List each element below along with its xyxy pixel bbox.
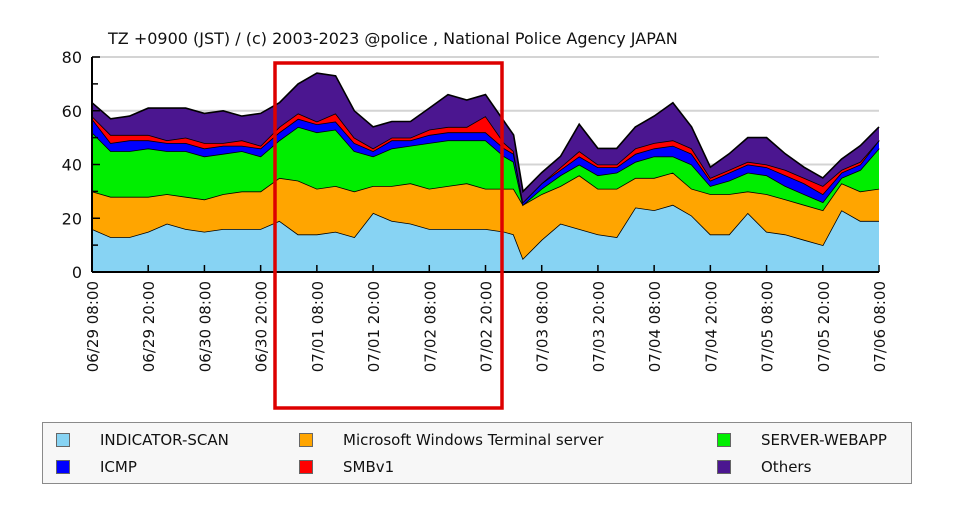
- area-series-4: [92, 113, 879, 203]
- legend-label: Microsoft Windows Terminal server: [343, 431, 604, 449]
- legend-swatch: [299, 460, 313, 474]
- highlight-annotation-box: [273, 61, 504, 410]
- area-series-5: [92, 73, 879, 203]
- legend-label: SMBv1: [343, 458, 395, 476]
- area-outline-2: [91, 126, 880, 207]
- chart-title: TZ +0900 (JST) / (c) 2003-2023 @police ,…: [107, 29, 678, 48]
- x-tick-label: 07/01 20:00: [365, 281, 383, 372]
- legend-item-indicator-scan: INDICATOR-SCAN: [56, 430, 229, 450]
- x-tick-label: 07/03 20:00: [590, 281, 608, 372]
- area-series-1: [92, 172, 879, 259]
- legend-swatch: [299, 433, 313, 447]
- y-tick-label: 60: [62, 102, 82, 121]
- x-tick-label: 07/01 08:00: [309, 281, 327, 372]
- legend-label: INDICATOR-SCAN: [100, 431, 229, 449]
- x-tick-label: 06/30 20:00: [253, 281, 271, 372]
- legend-label: ICMP: [100, 458, 137, 476]
- legend-item-icmp: ICMP: [56, 457, 137, 477]
- legend-label: SERVER-WEBAPP: [761, 431, 887, 449]
- legend-swatch: [56, 460, 70, 474]
- y-tick-label: 20: [62, 209, 82, 228]
- legend-swatch: [717, 433, 731, 447]
- x-tick-label: 07/05 20:00: [815, 281, 833, 372]
- x-tick-label: 06/29 08:00: [84, 281, 102, 372]
- area-outline-4: [91, 112, 880, 204]
- area-series-0: [92, 204, 879, 272]
- area-series-3: [92, 118, 879, 205]
- legend: INDICATOR-SCAN Microsoft Windows Termina…: [42, 422, 912, 484]
- x-tick-label: 06/29 20:00: [140, 281, 158, 372]
- y-tick-label: 40: [62, 156, 82, 175]
- legend-swatch: [717, 460, 731, 474]
- legend-item-ms-terminal-server: Microsoft Windows Terminal server: [299, 430, 603, 450]
- legend-label: Others: [761, 458, 812, 476]
- x-tick-label: 07/06 08:00: [871, 281, 889, 372]
- area-outline-5: [91, 72, 880, 194]
- legend-swatch: [56, 433, 70, 447]
- legend-item-smbv1: SMBv1: [299, 457, 394, 477]
- x-tick-label: 07/05 08:00: [759, 281, 777, 372]
- x-tick-label: 07/03 08:00: [534, 281, 552, 372]
- legend-item-server-webapp: SERVER-WEBAPP: [717, 430, 887, 450]
- y-tick-label: 80: [62, 48, 82, 67]
- x-tick-label: 07/04 20:00: [702, 281, 720, 372]
- x-tick-label: 07/04 08:00: [646, 281, 664, 372]
- x-tick-label: 07/02 08:00: [421, 281, 439, 372]
- axes: 0 20 40 60 80 06/29 08:00 06/29 20:00 06/30 08:…: [62, 48, 889, 372]
- x-tick-label: 07/02 20:00: [478, 281, 496, 372]
- area-series-2: [92, 126, 879, 211]
- x-tick-label: 06/30 08:00: [196, 281, 214, 372]
- series-areas: [91, 72, 880, 272]
- y-tick-label: 0: [72, 263, 82, 282]
- legend-item-others: Others: [717, 457, 811, 477]
